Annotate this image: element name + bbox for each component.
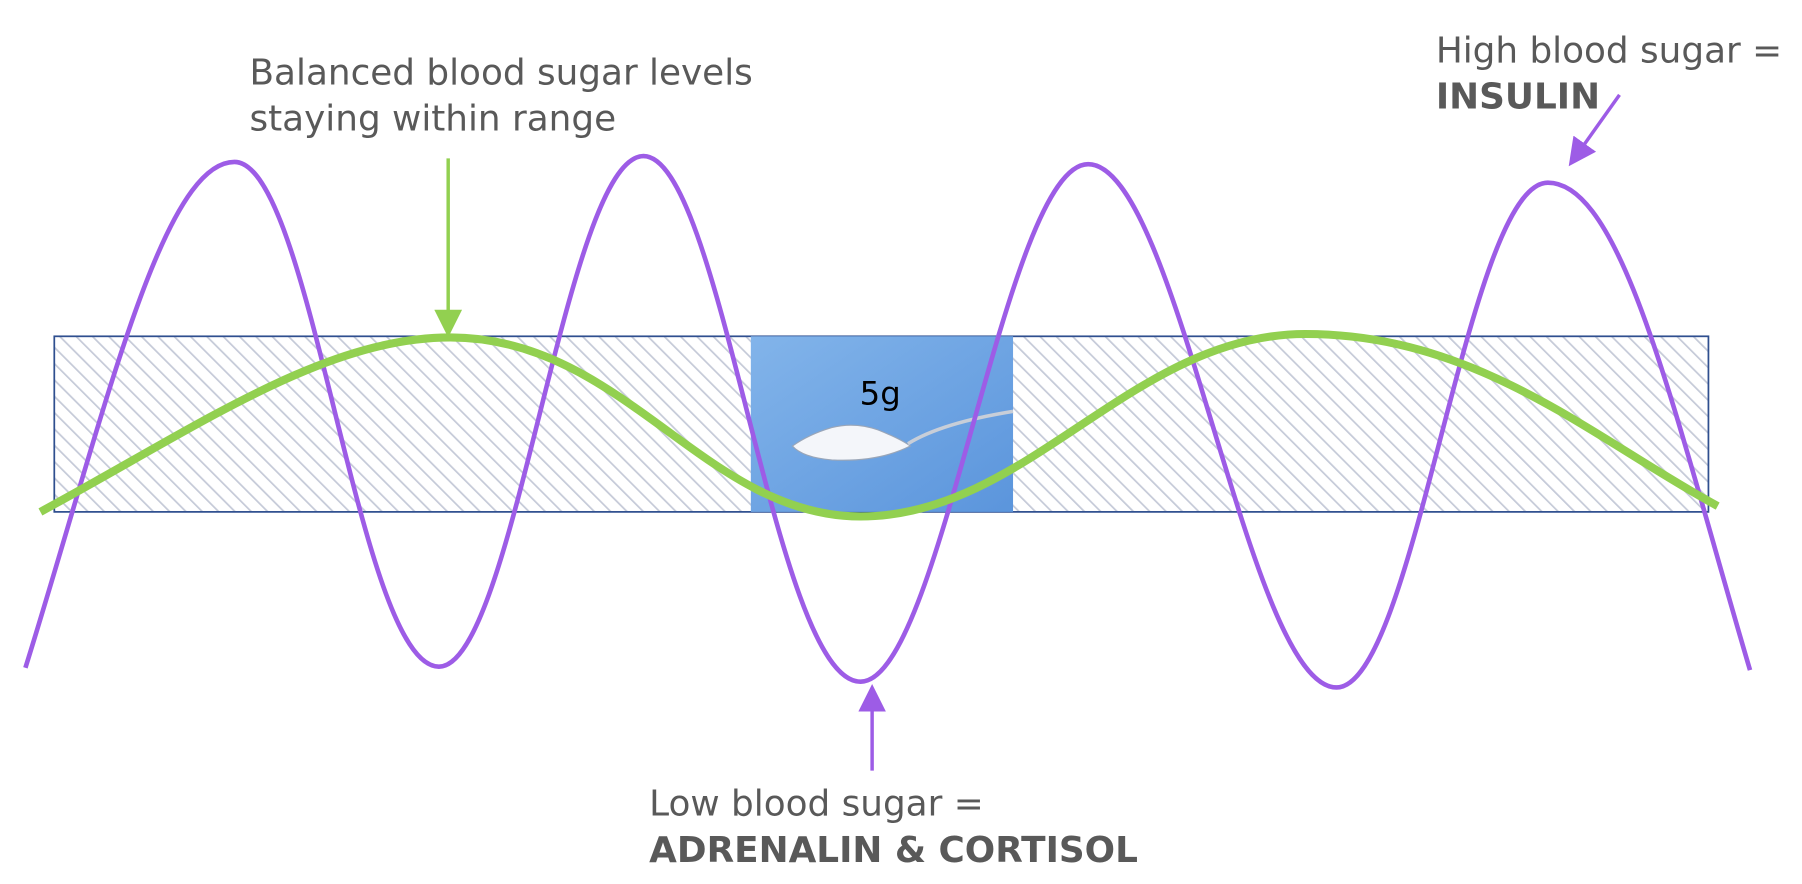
annotation-text: Low blood sugar = <box>649 784 984 825</box>
annotation-text: High blood sugar = <box>1436 31 1782 72</box>
high-arrow <box>1568 93 1621 167</box>
annotation-text: ADRENALIN & CORTISOL <box>649 830 1138 871</box>
image-label: 5g <box>860 374 901 412</box>
annotation-text: staying within range <box>250 99 617 140</box>
sugar-spoon-image: 5g <box>750 336 1014 512</box>
annotation-text: INSULIN <box>1436 77 1600 118</box>
annotation-text: Balanced blood sugar levels <box>250 52 753 93</box>
unbalanced-curve <box>23 153 1753 690</box>
balanced-curve <box>38 329 1720 521</box>
